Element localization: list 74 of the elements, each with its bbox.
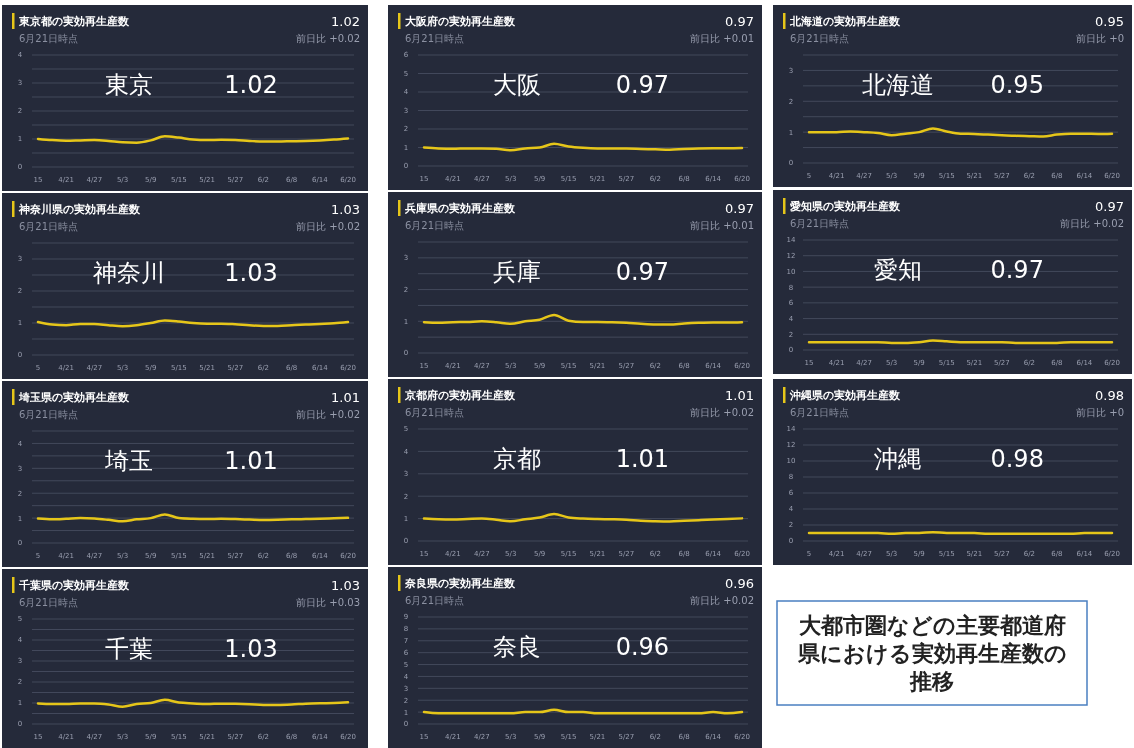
text: 前日比 +0	[1076, 407, 1124, 418]
chart-subtitle: 6月21日時点	[405, 407, 465, 418]
annotation: 0.97	[990, 256, 1044, 284]
annotation: 京都	[493, 445, 541, 473]
text: 前日比 +0.02	[296, 221, 360, 232]
annotation: 0.97	[615, 258, 670, 286]
text: 0.95	[1095, 14, 1124, 29]
chart-subtitle: 6月21日時点	[19, 409, 79, 420]
chart-subtitle: 6月21日時点	[19, 221, 79, 232]
chart-title: 兵庫県の実効再生産数	[404, 202, 516, 215]
annotation: 大阪	[493, 71, 541, 99]
text: 0.97	[725, 201, 754, 216]
annotation: 0.96	[615, 633, 670, 661]
text: 0.97	[1095, 199, 1124, 214]
line-series	[807, 127, 1114, 138]
annotation: 愛知	[873, 256, 922, 284]
annotation: 0.98	[990, 445, 1044, 473]
text: 1.03	[331, 578, 360, 593]
text: 0.98	[1095, 388, 1124, 403]
chart-title: 神奈川県の実効再生産数	[18, 203, 141, 216]
line-series	[36, 698, 350, 709]
chart-subtitle: 6月21日時点	[405, 595, 465, 606]
chart-title: 京都府の実効再生産数	[404, 389, 516, 402]
text: 前日比 +0.01	[690, 33, 754, 44]
text: 前日比 +0.02	[690, 407, 754, 418]
annotation: 奈良	[493, 633, 541, 661]
annotation: 北海道	[861, 71, 934, 99]
annotation: 0.97	[615, 71, 670, 99]
annotation: 沖縄	[873, 445, 922, 473]
chart-title: 愛知県の実効再生産数	[790, 200, 901, 213]
chart-title: 千葉県の実効再生産数	[18, 579, 130, 592]
chart-title: 北海道の実効再生産数	[789, 15, 901, 28]
chart-title: 沖縄県の実効再生産数	[789, 389, 901, 402]
text: 1.02	[331, 14, 360, 29]
line-series	[422, 142, 744, 152]
annotation: 1.03	[224, 635, 278, 663]
annotation: 千葉	[104, 635, 153, 663]
chart-subtitle: 6月21日時点	[790, 407, 850, 418]
chart-title: 埼玉県の実効再生産数	[18, 391, 130, 404]
chart-subtitle: 6月21日時点	[405, 33, 465, 44]
line-series	[36, 513, 350, 523]
text: 0.96	[725, 576, 754, 591]
text: 前日比 +0	[1076, 33, 1124, 44]
chart-subtitle: 6月21日時点	[405, 220, 465, 231]
text: 前日比 +0.03	[296, 597, 360, 608]
annotation: 東京	[104, 71, 153, 99]
text: 大都市圏などの主要都道府県における実効再生産数の推移	[796, 612, 1067, 694]
annotation: 1.01	[615, 445, 670, 473]
chart-subtitle: 6月21日時点	[790, 33, 850, 44]
annotation: 1.02	[224, 71, 278, 99]
text: 前日比 +0.01	[690, 220, 754, 231]
annotation: 神奈川	[92, 259, 165, 287]
annotation: 0.95	[990, 71, 1044, 99]
text: 1.01	[331, 390, 360, 405]
line-series	[422, 512, 744, 523]
annotation: 兵庫	[493, 258, 541, 286]
chart-subtitle: 6月21日時点	[19, 597, 79, 608]
chart-title: 奈良県の実効再生産数	[404, 577, 516, 590]
text: 1.03	[331, 202, 360, 217]
chart-subtitle: 6月21日時点	[790, 218, 850, 229]
annotation: 1.01	[224, 447, 278, 475]
text: 0.97	[725, 14, 754, 29]
line-series	[36, 134, 350, 144]
text: 前日比 +0.02	[1060, 218, 1124, 229]
annotation: 埼玉	[103, 447, 153, 475]
text: 前日比 +0.02	[296, 409, 360, 420]
text: 1.01	[725, 388, 754, 403]
chart-subtitle: 6月21日時点	[19, 33, 79, 44]
text: 前日比 +0.02	[296, 33, 360, 44]
chart-title: 東京都の実効再生産数	[18, 15, 130, 28]
annotation: 1.03	[224, 259, 278, 287]
chart-title: 大阪府の実効再生産数	[405, 15, 516, 28]
line-series	[422, 313, 744, 326]
text: 前日比 +0.02	[690, 595, 754, 606]
